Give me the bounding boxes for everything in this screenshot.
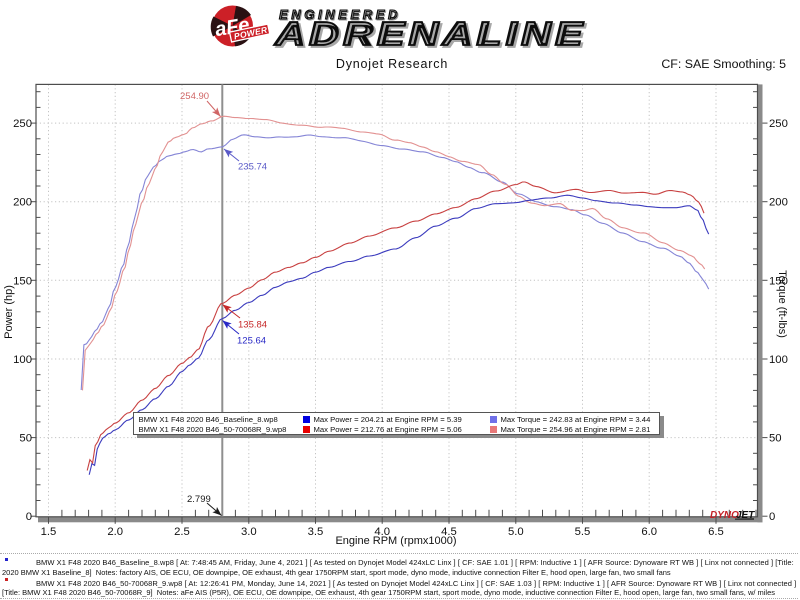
- svg-text:ENGINEERED: ENGINEERED: [279, 7, 401, 22]
- svg-text:250: 250: [769, 118, 788, 130]
- svg-text:Power (hp): Power (hp): [3, 285, 15, 339]
- svg-text:50: 50: [19, 433, 32, 445]
- svg-text:200: 200: [13, 197, 32, 209]
- svg-text:2.799: 2.799: [187, 494, 211, 505]
- svg-text:Torque (ft-lbs): Torque (ft-lbs): [776, 270, 788, 338]
- svg-text:135.84: 135.84: [238, 320, 267, 331]
- svg-text:0: 0: [26, 511, 32, 523]
- svg-text:150: 150: [13, 275, 32, 287]
- svg-text:ADRENALINE: ADRENALINE: [274, 15, 587, 52]
- svg-text:200: 200: [769, 197, 788, 209]
- svg-text:3.0: 3.0: [241, 526, 257, 538]
- svg-text:50: 50: [769, 433, 782, 445]
- svg-text:4.5: 4.5: [441, 526, 457, 538]
- svg-text:2.0: 2.0: [107, 526, 123, 538]
- svg-text:254.90: 254.90: [180, 91, 209, 102]
- svg-text:6.5: 6.5: [708, 526, 724, 538]
- svg-text:1.5: 1.5: [41, 526, 57, 538]
- svg-text:150: 150: [769, 275, 788, 287]
- svg-text:6.0: 6.0: [641, 526, 657, 538]
- svg-text:100: 100: [769, 354, 788, 366]
- svg-text:235.74: 235.74: [238, 162, 267, 173]
- svg-text:125.64: 125.64: [237, 336, 266, 347]
- svg-text:2.5: 2.5: [174, 526, 190, 538]
- svg-text:5.5: 5.5: [575, 526, 591, 538]
- svg-text:JET: JET: [736, 510, 755, 521]
- svg-text:100: 100: [13, 354, 32, 366]
- svg-text:3.5: 3.5: [308, 526, 324, 538]
- svg-text:Engine RPM (rpmx1000): Engine RPM (rpmx1000): [335, 535, 456, 547]
- svg-text:DYNO: DYNO: [710, 510, 739, 521]
- svg-text:250: 250: [13, 118, 32, 130]
- svg-text:4.0: 4.0: [374, 526, 390, 538]
- svg-text:5.0: 5.0: [508, 526, 524, 538]
- svg-text:0: 0: [769, 511, 775, 523]
